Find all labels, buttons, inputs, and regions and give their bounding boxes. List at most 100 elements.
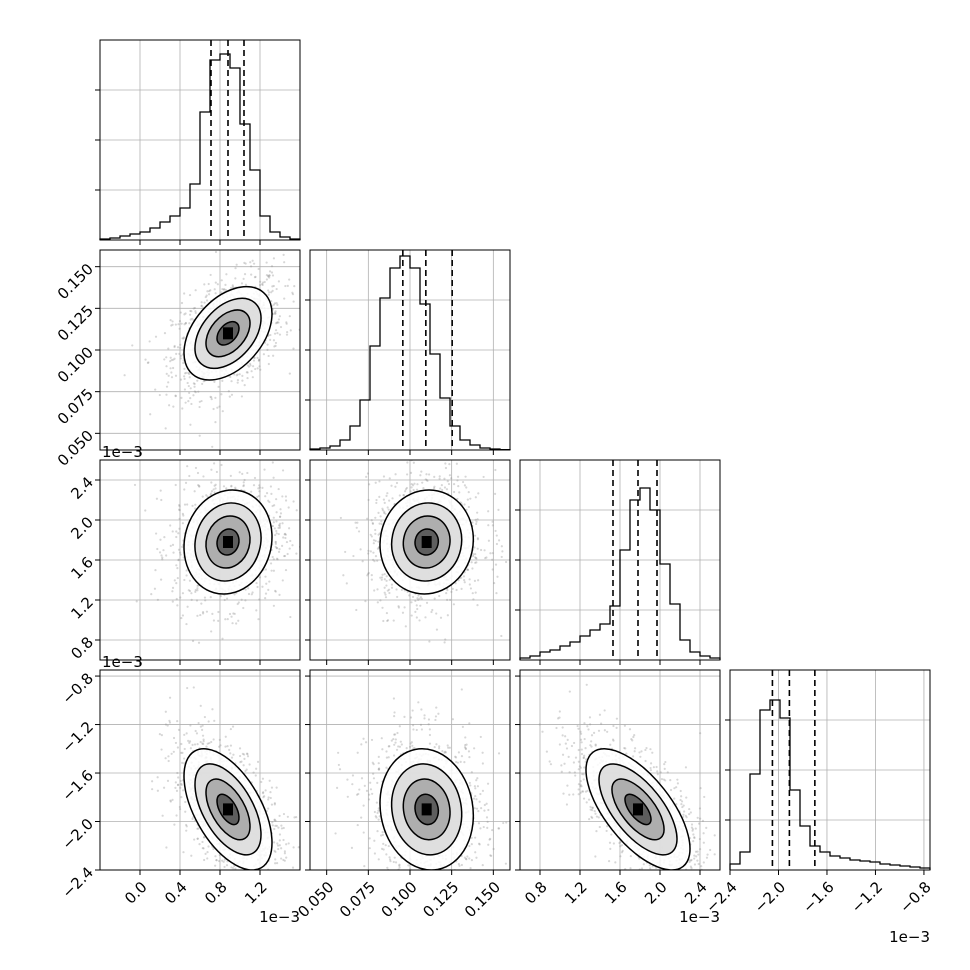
sample-point: [473, 747, 476, 750]
sample-point: [476, 537, 480, 540]
sample-point: [258, 490, 261, 493]
sample-point: [178, 805, 181, 809]
sample-point: [271, 289, 274, 292]
sample-point: [271, 285, 274, 288]
sample-point: [201, 724, 204, 727]
sample-point: [181, 522, 184, 525]
sample-point: [497, 539, 501, 542]
x-tick-label: 0.0: [121, 878, 151, 908]
sample-point: [279, 890, 281, 892]
sample-point: [169, 799, 172, 802]
sample-point: [175, 597, 178, 601]
sample-point: [410, 486, 413, 489]
sample-point: [207, 720, 210, 723]
sample-point: [205, 745, 208, 748]
sample-point: [251, 259, 254, 262]
sample-point: [174, 323, 177, 326]
sample-point: [254, 774, 257, 777]
sample-point: [491, 568, 494, 571]
density-layer: [334, 688, 508, 874]
sample-point: [270, 803, 274, 806]
sample-point: [374, 532, 377, 535]
sample-point: [274, 312, 277, 315]
sample-point: [383, 511, 386, 515]
sample-point: [205, 610, 209, 613]
histogram-step: [99, 53, 301, 240]
sample-point: [170, 371, 173, 374]
sample-point: [188, 589, 192, 593]
sample-point: [370, 535, 373, 538]
sample-point: [185, 823, 188, 827]
sample-point: [216, 406, 219, 409]
sample-point: [196, 827, 199, 830]
sample-point: [184, 322, 187, 325]
sample-point: [269, 796, 272, 800]
sample-point: [210, 396, 213, 399]
sample-point: [231, 870, 233, 872]
sample-point: [245, 768, 248, 771]
sample-point: [203, 858, 206, 862]
sample-point: [374, 516, 377, 519]
sample-point: [275, 302, 278, 305]
sample-point: [179, 357, 182, 360]
sample-point: [153, 587, 157, 590]
sample-point: [443, 641, 446, 644]
sample-point: [337, 763, 340, 767]
sample-point: [158, 551, 162, 554]
sample-point: [264, 592, 268, 595]
sample-point: [237, 601, 240, 604]
sample-point: [414, 610, 417, 613]
sample-point: [170, 376, 174, 379]
sample-point: [176, 346, 180, 349]
sample-point: [379, 515, 382, 518]
sample-point: [400, 588, 403, 591]
sample-point: [425, 601, 429, 604]
sample-point: [474, 556, 478, 560]
sample-point: [427, 473, 431, 476]
sample-point: [463, 484, 467, 487]
sample-point: [176, 567, 179, 570]
sample-point: [290, 893, 292, 895]
sample-point: [232, 612, 235, 615]
sample-point: [176, 746, 179, 749]
sample-point: [196, 614, 199, 617]
sample-point: [154, 388, 157, 391]
sample-point: [263, 280, 266, 284]
sample-point: [156, 789, 159, 792]
sample-point: [285, 321, 288, 324]
sample-point: [232, 905, 234, 907]
sample-point: [241, 374, 244, 377]
sample-point: [279, 508, 282, 511]
sample-point: [207, 845, 210, 848]
sample-point: [288, 547, 291, 550]
sample-point: [346, 795, 349, 798]
sample-point: [458, 864, 461, 867]
sample-point: [289, 883, 291, 885]
sample-point: [183, 367, 186, 370]
sample-point: [413, 746, 416, 750]
sample-point: [445, 488, 449, 491]
sample-point: [423, 714, 426, 717]
sample-point: [273, 302, 277, 305]
y-tick-label: −1.2: [59, 718, 97, 756]
sample-point: [411, 484, 415, 487]
sample-point: [221, 287, 224, 291]
sample-point: [191, 504, 194, 507]
sample-point: [178, 503, 181, 507]
sample-point: [279, 515, 282, 518]
sample-point: [442, 872, 444, 874]
sample-point: [268, 270, 272, 273]
sample-point: [188, 322, 191, 325]
sample-point: [178, 327, 181, 330]
histogram-panel-1: [305, 249, 511, 455]
sample-point: [390, 583, 394, 586]
sample-point: [182, 361, 185, 365]
sample-point: [278, 844, 281, 847]
sample-point: [246, 376, 249, 380]
sample-point: [206, 857, 209, 860]
sample-point: [187, 589, 190, 592]
sample-point: [474, 496, 477, 499]
sample-point: [238, 471, 241, 474]
sample-point: [269, 485, 273, 488]
sample-point: [398, 863, 401, 866]
